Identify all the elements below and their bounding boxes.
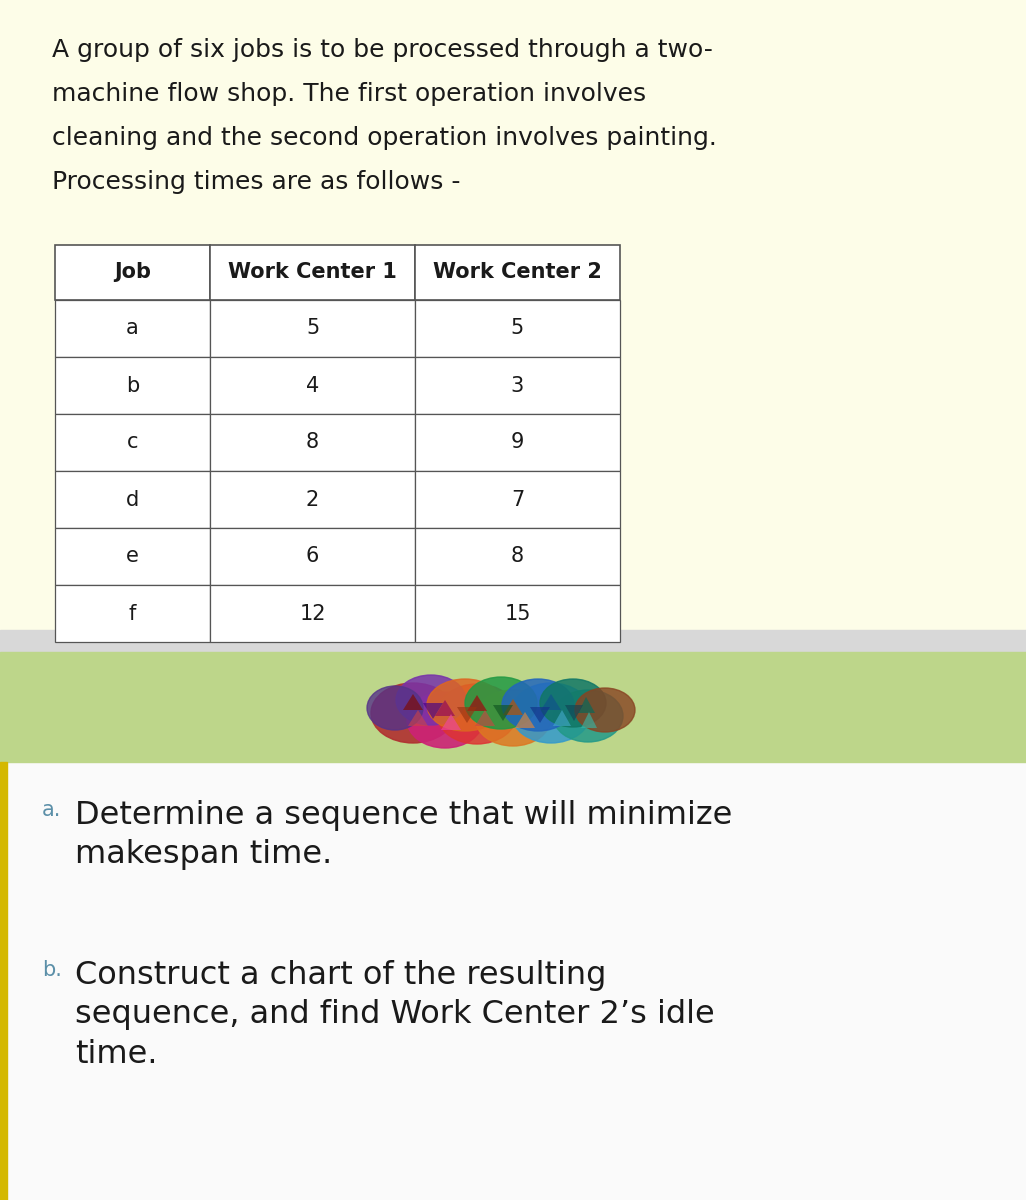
Text: Job: Job	[114, 263, 151, 282]
Text: 8: 8	[511, 546, 524, 566]
Ellipse shape	[475, 690, 551, 746]
Bar	[55, 584, 210, 642]
Bar	[55, 245, 210, 300]
Polygon shape	[541, 694, 561, 710]
Bar	[210, 470, 415, 528]
Bar	[55, 358, 210, 414]
Polygon shape	[553, 710, 571, 726]
Bar	[210, 584, 415, 642]
Ellipse shape	[575, 688, 635, 732]
Ellipse shape	[502, 679, 574, 731]
Polygon shape	[423, 703, 443, 719]
Ellipse shape	[437, 684, 517, 744]
Bar	[415, 245, 620, 300]
Bar	[210, 358, 415, 414]
Text: 6: 6	[306, 546, 319, 566]
Bar	[415, 358, 620, 414]
Polygon shape	[441, 714, 461, 730]
Bar	[210, 245, 415, 300]
Text: b.: b.	[42, 960, 62, 980]
Bar	[210, 414, 415, 470]
Text: Processing times are as follows -: Processing times are as follows -	[52, 170, 461, 194]
Polygon shape	[435, 700, 455, 716]
Text: Work Center 1: Work Center 1	[228, 263, 397, 282]
Text: Determine a sequence that will minimize
makespan time.: Determine a sequence that will minimize …	[75, 800, 733, 870]
Polygon shape	[565, 704, 583, 721]
Polygon shape	[403, 694, 423, 710]
Bar	[415, 584, 620, 642]
Bar	[210, 528, 415, 584]
Text: cleaning and the second operation involves painting.: cleaning and the second operation involv…	[52, 126, 717, 150]
Text: 4: 4	[306, 376, 319, 396]
Polygon shape	[530, 707, 550, 722]
Bar	[210, 300, 415, 358]
Text: 7: 7	[511, 490, 524, 510]
Text: Work Center 2: Work Center 2	[433, 263, 602, 282]
Text: 5: 5	[306, 318, 319, 338]
Text: 9: 9	[511, 432, 524, 452]
Bar	[415, 470, 620, 528]
Ellipse shape	[367, 686, 423, 730]
Bar	[0, 762, 1026, 1200]
Bar	[0, 0, 1026, 635]
Bar	[0, 652, 1026, 762]
Text: e: e	[126, 546, 139, 566]
Bar	[55, 528, 210, 584]
Polygon shape	[467, 695, 487, 710]
Polygon shape	[457, 707, 477, 722]
Text: a: a	[126, 318, 139, 338]
Bar	[55, 300, 210, 358]
Bar	[415, 300, 620, 358]
Bar	[415, 528, 620, 584]
Bar	[55, 245, 620, 642]
Text: machine flow shop. The first operation involves: machine flow shop. The first operation i…	[52, 82, 646, 106]
Bar	[55, 414, 210, 470]
Text: 8: 8	[306, 432, 319, 452]
Text: f: f	[129, 604, 136, 624]
Ellipse shape	[511, 683, 591, 743]
Text: 5: 5	[511, 318, 524, 338]
Bar	[415, 414, 620, 470]
Ellipse shape	[396, 674, 466, 725]
Text: A group of six jobs is to be processed through a two-: A group of six jobs is to be processed t…	[52, 38, 713, 62]
Polygon shape	[408, 710, 428, 726]
Text: 2: 2	[306, 490, 319, 510]
Polygon shape	[494, 704, 513, 721]
Ellipse shape	[465, 677, 537, 728]
Text: d: d	[126, 490, 140, 510]
Polygon shape	[475, 710, 495, 726]
Text: 15: 15	[504, 604, 530, 624]
Polygon shape	[578, 697, 595, 713]
Polygon shape	[503, 698, 523, 715]
Text: c: c	[127, 432, 139, 452]
Bar	[55, 470, 210, 528]
Text: 12: 12	[300, 604, 325, 624]
Ellipse shape	[540, 679, 606, 727]
Ellipse shape	[553, 690, 623, 742]
Polygon shape	[581, 712, 597, 728]
Ellipse shape	[427, 679, 503, 731]
Text: b: b	[126, 376, 140, 396]
Polygon shape	[515, 712, 535, 728]
Ellipse shape	[371, 683, 455, 743]
Bar	[0, 762, 7, 1200]
Text: Construct a chart of the resulting
sequence, and find Work Center 2’s idle
time.: Construct a chart of the resulting seque…	[75, 960, 715, 1070]
Bar	[0, 630, 1026, 652]
Text: 3: 3	[511, 376, 524, 396]
Text: a.: a.	[42, 800, 62, 820]
Ellipse shape	[407, 692, 483, 748]
